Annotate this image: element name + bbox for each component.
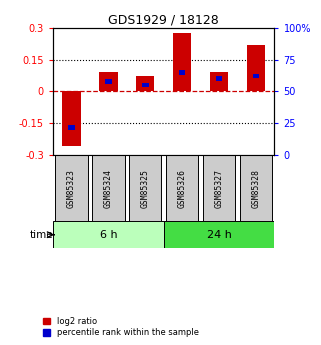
Bar (55, 155, 88, 221)
Text: GSM85326: GSM85326 (178, 169, 187, 208)
Text: GSM85325: GSM85325 (141, 169, 150, 208)
Text: GSM85323: GSM85323 (67, 169, 76, 208)
Bar (164, 221, 274, 248)
Bar (62, 91, 81, 146)
Text: 24 h: 24 h (207, 230, 231, 240)
Bar (253, 74, 259, 78)
Bar (136, 76, 154, 91)
Bar (173, 33, 191, 91)
Text: GSM85324: GSM85324 (104, 169, 113, 208)
Title: GDS1929 / 18128: GDS1929 / 18128 (108, 13, 219, 27)
Bar (142, 83, 149, 87)
Text: GSM85328: GSM85328 (251, 169, 261, 208)
Bar (203, 155, 235, 221)
Bar (92, 155, 125, 221)
Bar (179, 70, 186, 75)
Bar (53, 221, 164, 248)
Text: 6 h: 6 h (100, 230, 117, 240)
Text: time: time (29, 230, 53, 240)
Bar (216, 76, 222, 81)
Text: GSM85327: GSM85327 (214, 169, 224, 208)
Bar (129, 155, 161, 221)
Bar (240, 155, 272, 221)
Bar (68, 125, 75, 130)
Bar (99, 72, 117, 91)
Bar (210, 72, 228, 91)
Bar (105, 79, 112, 83)
Legend: log2 ratio, percentile rank within the sample: log2 ratio, percentile rank within the s… (43, 317, 199, 337)
Bar (166, 155, 198, 221)
Bar (247, 45, 265, 91)
